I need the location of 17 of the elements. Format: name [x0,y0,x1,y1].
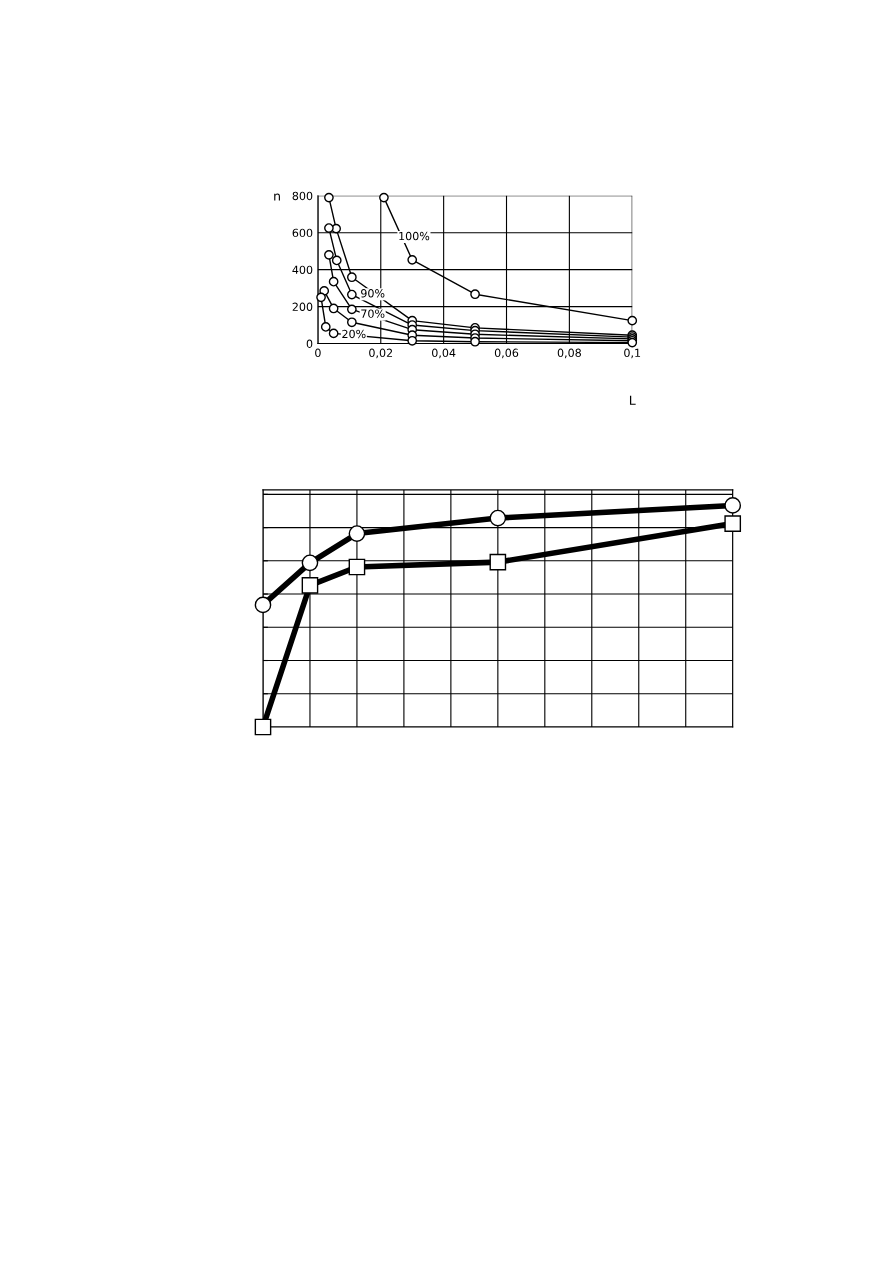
y-tick-label: 600 [292,228,313,238]
annotation: 90% [361,289,385,298]
y-tick-label: 0 [306,339,313,348]
x-tick-label: 0,02 [369,348,393,359]
x-axis-title: L [629,395,636,405]
annotation: 100% [399,231,430,241]
x-tick-label: 0,04 [432,348,456,359]
x-tick-label: 0,08 [557,348,581,359]
x-tick-label: 0,1 [624,348,641,359]
y-axis-title: n [274,193,280,201]
y-tick-label: 200 [292,302,313,311]
y-tick-label: 400 [292,265,313,275]
annotation: 70% [361,309,385,318]
x-tick-label: 0 [315,348,321,357]
x-tick-label: 0,06 [494,348,519,359]
annotation: 20% [342,329,366,339]
y-tick-label: 800 [292,191,313,201]
